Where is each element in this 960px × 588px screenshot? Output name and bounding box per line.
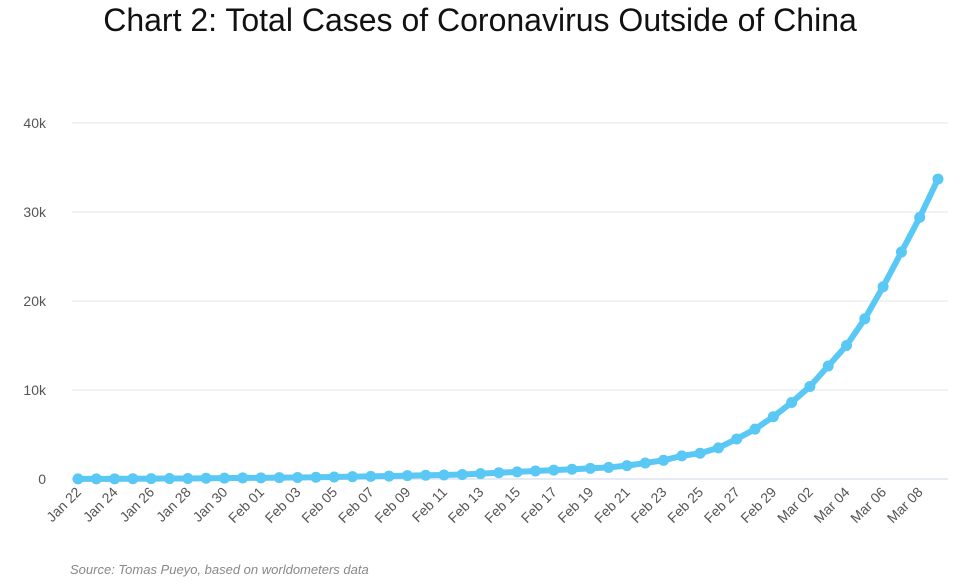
x-tick-label: Jan 28 — [153, 484, 194, 525]
y-tick-label: 40k — [23, 115, 47, 131]
x-tick-label: Feb 03 — [262, 484, 304, 526]
x-tick-label: Jan 22 — [43, 484, 84, 525]
x-tick-label: Feb 09 — [371, 484, 413, 526]
x-tick-label: Jan 30 — [189, 484, 230, 525]
data-point — [584, 462, 596, 474]
x-tick-label: Feb 25 — [664, 484, 706, 526]
chart-title: Chart 2: Total Cases of Coronavirus Outs… — [103, 2, 857, 38]
data-point — [822, 360, 834, 372]
data-point — [566, 463, 578, 475]
data-point — [456, 469, 468, 481]
data-point — [731, 433, 743, 445]
x-tick-label: Feb 07 — [335, 484, 377, 526]
x-tick-label: Feb 11 — [409, 484, 451, 526]
x-tick-label: Jan 26 — [116, 484, 157, 525]
data-point — [712, 442, 724, 454]
data-point — [493, 467, 505, 479]
data-point — [859, 313, 871, 325]
data-point — [237, 472, 249, 484]
source-note: Source: Tomas Pueyo, based on worldomete… — [70, 562, 369, 577]
x-tick-label: Feb 27 — [701, 484, 743, 526]
data-point — [475, 468, 487, 480]
data-point — [145, 473, 157, 485]
data-point — [767, 411, 779, 423]
y-tick-label: 10k — [23, 382, 47, 398]
x-tick-label: Feb 17 — [518, 484, 560, 526]
data-point — [346, 471, 358, 483]
data-point — [218, 472, 230, 484]
data-point — [548, 464, 560, 476]
data-point — [127, 473, 139, 485]
data-point — [109, 473, 121, 485]
data-point — [438, 469, 450, 481]
data-point — [255, 472, 267, 484]
data-point — [749, 423, 761, 435]
x-tick-label: Feb 13 — [445, 484, 487, 526]
data-point — [529, 465, 541, 477]
x-tick-label: Feb 01 — [225, 484, 267, 526]
data-point — [621, 460, 633, 472]
data-point — [841, 340, 853, 351]
data-point — [658, 454, 670, 466]
data-point — [90, 473, 102, 485]
x-tick-label: Feb 05 — [298, 484, 340, 526]
data-point — [310, 471, 322, 483]
y-tick-label: 0 — [38, 471, 46, 487]
data-point — [694, 447, 706, 459]
x-tick-label: Feb 15 — [481, 484, 523, 526]
data-point — [72, 473, 84, 485]
data-point — [676, 450, 688, 462]
y-tick-label: 20k — [23, 293, 47, 309]
data-point — [914, 211, 926, 223]
x-tick-label: Mar 06 — [847, 484, 889, 526]
data-point — [292, 471, 304, 483]
data-point — [786, 396, 798, 408]
data-point — [511, 466, 523, 478]
y-tick-label: 30k — [23, 204, 47, 220]
data-point — [877, 281, 889, 293]
x-tick-label: Feb 23 — [628, 484, 670, 526]
x-tick-label: Mar 04 — [811, 484, 853, 526]
x-tick-label: Mar 02 — [774, 484, 816, 526]
data-point — [328, 471, 340, 483]
x-tick-label: Feb 29 — [737, 484, 779, 526]
x-tick-label: Jan 24 — [80, 484, 121, 525]
x-tick-label: Mar 08 — [884, 484, 926, 526]
data-point — [603, 461, 615, 473]
x-tick-label: Feb 21 — [591, 484, 633, 526]
x-tick-label: Feb 19 — [554, 484, 596, 526]
data-point — [639, 457, 651, 469]
data-point — [365, 470, 377, 482]
data-point — [804, 380, 816, 392]
series-line — [75, 176, 941, 482]
data-point — [932, 173, 944, 185]
data-point — [420, 469, 432, 481]
data-point — [383, 470, 395, 482]
data-point — [273, 472, 285, 484]
data-point — [182, 472, 194, 484]
data-point — [401, 470, 413, 482]
data-point — [895, 246, 907, 258]
data-point — [163, 473, 175, 485]
data-point — [200, 472, 212, 484]
